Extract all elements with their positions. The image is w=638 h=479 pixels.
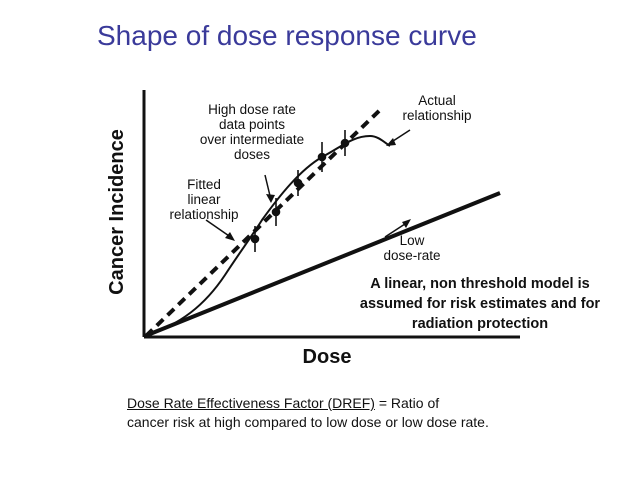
fitted-annotation-line: relationship xyxy=(169,207,238,222)
high-dose-pointer-head xyxy=(266,194,275,203)
fitted-annotation-line: Fitted xyxy=(187,177,221,192)
slide-title: Shape of dose response curve xyxy=(97,20,477,51)
actual-relationship-curve xyxy=(145,134,391,336)
fitted-annotation-line: linear xyxy=(187,192,221,207)
x-axis-label: Dose xyxy=(303,346,352,368)
dref-definition: Dose Rate Effectiveness Factor (DREF) = … xyxy=(127,394,489,432)
linear-model-note: A linear, non threshold model is assumed… xyxy=(342,274,618,334)
low-dose-rate-annotation-line: dose-rate xyxy=(383,248,440,263)
high-dose-rate-annotation-line: doses xyxy=(234,147,270,162)
data-point xyxy=(250,234,260,244)
note-line: assumed for risk estimates and for xyxy=(359,296,601,312)
high-dose-rate-annotation-line: data points xyxy=(219,117,285,132)
low-dose-pointer-head xyxy=(402,219,411,228)
data-point xyxy=(317,152,327,162)
high-dose-rate-annotation-line: High dose rate xyxy=(208,102,296,117)
high-dose-rate-annotation-line: over intermediate xyxy=(200,132,304,147)
data-point xyxy=(340,138,350,148)
low-dose-rate-line xyxy=(144,191,501,338)
data-point xyxy=(293,178,303,188)
actual-annotation-line: Actual xyxy=(418,93,456,108)
data-points xyxy=(250,130,350,252)
actual-pointer-head xyxy=(386,138,396,146)
low-dose-rate-annotation-line: Low xyxy=(400,233,425,248)
data-point xyxy=(271,207,281,217)
actual-annotation-line: relationship xyxy=(402,108,471,123)
dref-definition-part2: cancer risk at high compared to low dose… xyxy=(127,414,489,430)
y-axis-label: Cancer Incidence xyxy=(106,129,128,295)
note-line: radiation protection xyxy=(411,316,549,332)
note-line: A linear, non threshold model is xyxy=(370,276,590,292)
fitted-pointer-head xyxy=(225,232,235,241)
dref-term: Dose Rate Effectiveness Factor (DREF) xyxy=(127,395,375,411)
dref-definition-part1: = Ratio of xyxy=(374,395,440,411)
